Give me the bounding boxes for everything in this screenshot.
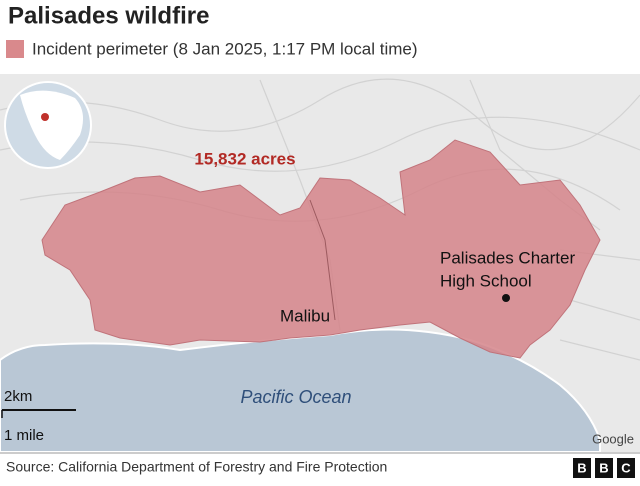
source: Source: California Department of Forestr…	[6, 459, 387, 475]
place-label: Malibu	[280, 306, 330, 325]
ocean-label: Pacific Ocean	[240, 387, 351, 407]
fire-perimeter	[41, 139, 601, 359]
place-label: High School	[440, 271, 532, 290]
place-label: Palisades Charter	[440, 248, 575, 267]
scale-label: 1 mile	[4, 427, 44, 444]
bbc-logo: B B C	[573, 458, 635, 478]
title: Palisades wildfire	[8, 2, 209, 29]
map: 15,832 acres Malibu Palisades Charter Hi…	[0, 74, 640, 453]
scale-label: 2km	[4, 388, 32, 405]
logo-letter: B	[599, 460, 608, 475]
legend-label: Incident perimeter (8 Jan 2025, 1:17 PM …	[32, 39, 418, 58]
legend-swatch	[6, 40, 24, 58]
attribution: Google	[592, 431, 634, 446]
road	[309, 199, 336, 321]
place-marker	[502, 294, 510, 302]
locator-globe	[4, 81, 92, 169]
logo-letter: C	[621, 460, 631, 475]
logo-letter: B	[577, 460, 586, 475]
area-annotation: 15,832 acres	[194, 149, 295, 168]
